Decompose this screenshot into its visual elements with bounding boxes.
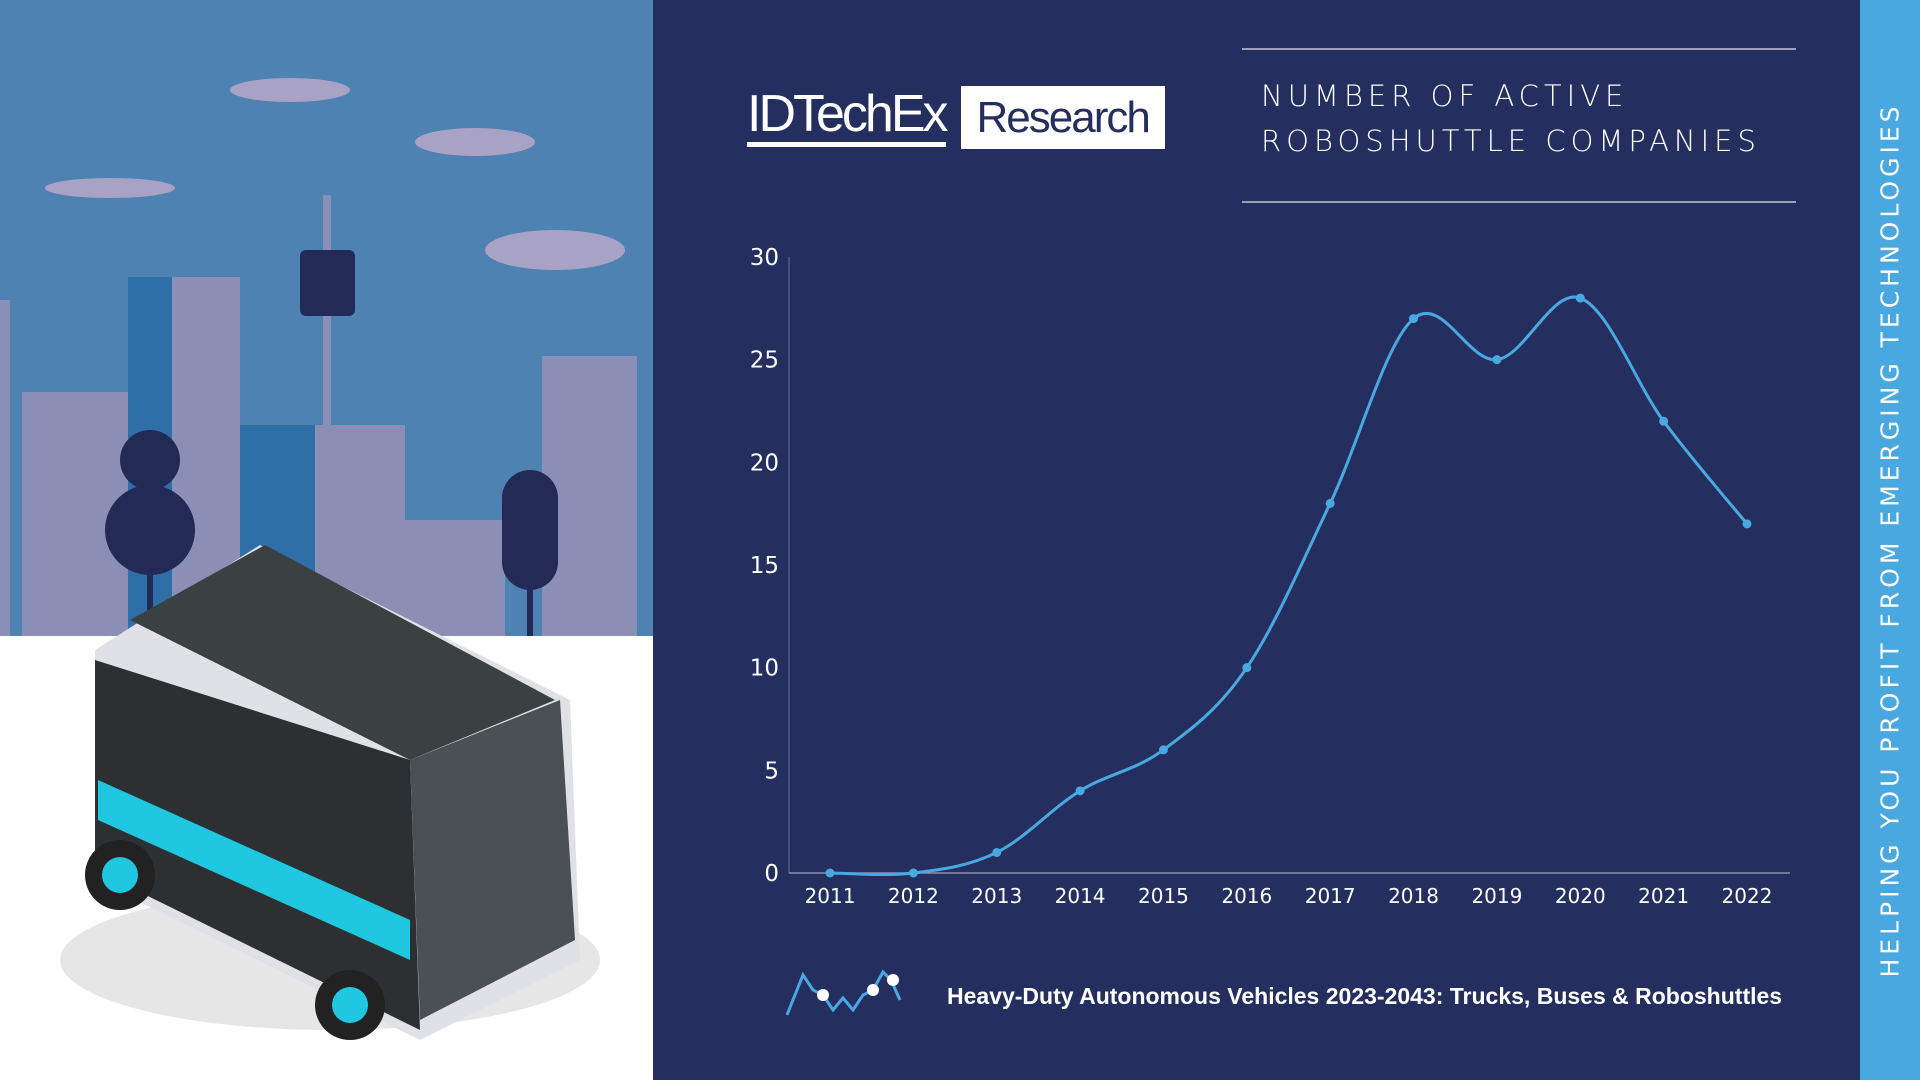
x-tick-label: 2011 — [805, 884, 856, 908]
side-tagline: HELPING YOU PROFIT FROM EMERGING TECHNOL… — [1875, 102, 1905, 978]
data-point — [1492, 355, 1502, 365]
data-point — [908, 868, 918, 878]
x-tick-label: 2020 — [1555, 884, 1606, 908]
x-tick-label: 2018 — [1388, 884, 1439, 908]
y-tick-label: 25 — [750, 348, 779, 374]
x-tick-label: 2014 — [1055, 884, 1106, 908]
data-point — [1409, 314, 1419, 324]
y-tick-label: 10 — [750, 656, 779, 682]
logo-box: Research — [960, 86, 1165, 149]
x-tick-label: 2022 — [1722, 884, 1773, 908]
report-title: Heavy-Duty Autonomous Vehicles 2023-2043… — [947, 983, 1783, 1009]
x-tick-label: 2013 — [971, 884, 1022, 908]
divider — [1242, 48, 1796, 50]
data-point — [825, 868, 835, 878]
idtechex-logo: IDTechEx Research — [747, 86, 1165, 149]
data-point — [1575, 293, 1585, 303]
y-tick-label: 15 — [750, 553, 779, 579]
x-tick-label: 2012 — [888, 884, 939, 908]
divider — [1242, 201, 1796, 203]
chart-panel — [653, 0, 1860, 1080]
data-point — [1075, 786, 1085, 796]
x-tick-label: 2021 — [1638, 884, 1689, 908]
series-line — [829, 295, 1749, 877]
x-tick-label: 2017 — [1305, 884, 1356, 908]
data-point — [1659, 416, 1669, 426]
x-tick-label: 2019 — [1471, 884, 1522, 908]
chart-title: NUMBER OF ACTIVE ROBOSHUTTLE COMPANIES — [1261, 74, 1761, 164]
title-line: NUMBER OF ACTIVE — [1261, 79, 1629, 113]
data-point — [992, 847, 1002, 857]
title-line: ROBOSHUTTLE COMPANIES — [1261, 124, 1761, 158]
logo-main: IDTechEx — [747, 88, 949, 147]
y-tick-label: 5 — [764, 758, 779, 784]
y-tick-label: 0 — [764, 861, 779, 887]
line-chart-icon — [785, 969, 902, 1016]
data-point — [1742, 519, 1752, 529]
side-banner: HELPING YOU PROFIT FROM EMERGING TECHNOL… — [1860, 0, 1920, 1080]
x-tick-label: 2016 — [1221, 884, 1272, 908]
data-point — [1325, 498, 1335, 508]
y-tick-label: 30 — [750, 245, 779, 271]
y-tick-label: 20 — [750, 450, 779, 476]
data-point — [1158, 745, 1168, 755]
x-tick-label: 2015 — [1138, 884, 1189, 908]
data-point — [1242, 663, 1252, 673]
city-shuttle-illustration — [0, 0, 653, 1080]
